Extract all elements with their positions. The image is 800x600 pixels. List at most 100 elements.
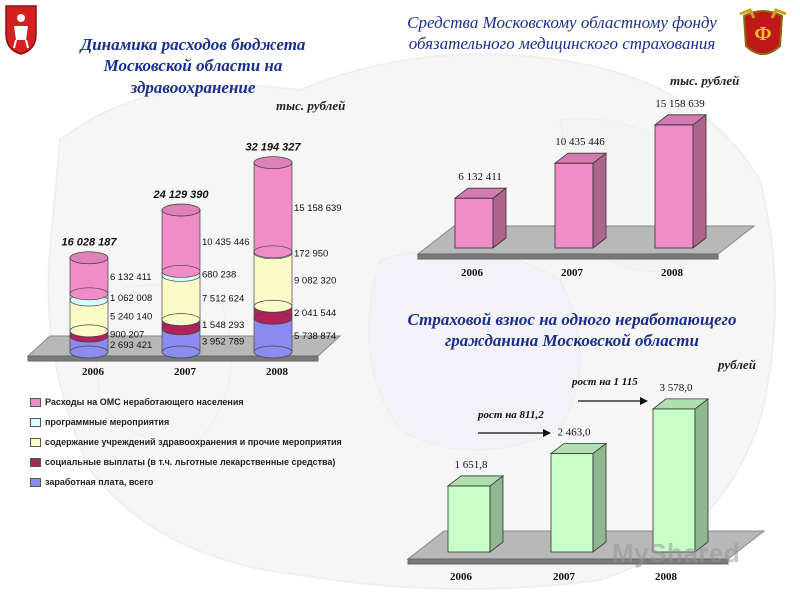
bar-side [592, 442, 607, 553]
segment-value-label: 7 512 624 [202, 294, 244, 305]
bar-top [653, 114, 708, 126]
bar-value-label: 6 132 411 [458, 171, 502, 183]
bar-front [447, 485, 491, 553]
legend-label: Расходы на ОМС неработающего населения [45, 397, 244, 407]
category-label: 2006 [461, 267, 484, 279]
bar-front [550, 453, 594, 553]
legend-label: заработная плата, всего [45, 477, 154, 487]
stack-segment-cap [253, 299, 293, 313]
bar-top [549, 443, 608, 454]
growth-annotation: рост на 811,2 [477, 409, 544, 421]
bar [553, 152, 608, 249]
bar [446, 475, 505, 553]
segment-value-label: 1 548 293 [202, 320, 244, 331]
bar-front [654, 124, 694, 249]
segment-value-label: 10 435 446 [202, 237, 250, 248]
bar-top [446, 475, 505, 487]
bar-value-label: 2 463,0 [558, 426, 592, 438]
legend-item: социальные выплаты (в т.ч. льготные лека… [30, 452, 375, 472]
segment-value-label: 3 952 789 [202, 336, 244, 347]
moscow-oblast-coat-of-arms-icon [5, 5, 37, 55]
bar-side [592, 152, 607, 249]
bar [651, 398, 710, 553]
bar-value-label: 3 578,0 [660, 382, 694, 394]
legend-swatch [30, 397, 41, 407]
legend-swatch [30, 477, 41, 487]
category-label: 2008 [661, 267, 684, 279]
chart-floor-edge [27, 355, 319, 362]
stack-segment [253, 252, 293, 307]
category-label: 2008 [655, 571, 678, 583]
bar-side [692, 114, 707, 249]
bar-top [553, 152, 608, 164]
stack-segment-cap [253, 311, 293, 325]
stack-segment-cap [253, 345, 293, 359]
bar-value-label: 15 158 639 [655, 98, 705, 110]
bar [549, 442, 608, 553]
stack-segment [161, 275, 201, 320]
bar-side [694, 398, 709, 553]
segment-value-label: 2 693 421 [110, 340, 152, 351]
bar-top [453, 187, 508, 199]
top-right-chart-unit-label: тыс. рублей [670, 73, 740, 88]
stack-segment [161, 209, 201, 272]
bar-value-label: 10 435 446 [555, 136, 605, 148]
category-label: 2008 [266, 366, 289, 378]
stack-segment-cap [253, 245, 293, 259]
legend-item: содержание учреждений здравоохранения и … [30, 432, 375, 452]
bar-side [489, 475, 504, 553]
chart-floor-edge [417, 253, 719, 260]
stack-segment-cap [69, 287, 109, 301]
category-label: 2007 [553, 571, 576, 583]
bar [653, 114, 708, 249]
cylinder-top-cap [253, 156, 293, 170]
chart-bottom-right-contribution: 1 651,8 2006 2 463,0 2007 3 578,0 2008 рост на… [406, 376, 766, 583]
bar-top [651, 398, 710, 410]
top-right-chart-title: Средства Московскому областному фонду об… [407, 13, 717, 54]
stack-segment-cap [161, 345, 201, 359]
bar-front [454, 197, 494, 249]
growth-annotation: рост на 1 115 [571, 376, 638, 388]
cylinder-top-cap [69, 251, 109, 265]
chart-top-right-fund: 6 132 411 2006 10 435 446 2007 15 158 639 200… [416, 98, 756, 279]
total-label: 24 129 390 [152, 189, 209, 201]
segment-value-label: 680 238 [202, 269, 236, 280]
segment-value-label: 1 062 008 [110, 293, 152, 304]
bar-value-label: 1 651,8 [455, 459, 489, 471]
legend-item: Расходы на ОМС неработающего населения [30, 392, 375, 412]
category-label: 2007 [174, 366, 197, 378]
stack-segment [253, 162, 293, 253]
bottom-right-chart-unit-label: рублей [718, 357, 756, 372]
bar-front [554, 162, 594, 249]
bottom-right-chart-title: Страховой взнос на одного неработающего … [407, 310, 737, 351]
watermark-text: MyShared [612, 538, 741, 568]
cylinder-top-cap [161, 203, 201, 217]
legend-swatch [30, 437, 41, 447]
left-chart-title: Динамика расходов бюджета Московской обл… [80, 35, 306, 97]
stack-segment-cap [161, 265, 201, 278]
stack-segment-cap [69, 324, 109, 338]
insurance-fund-emblem-icon: Ф [739, 8, 787, 55]
segment-value-label: 172 950 [294, 248, 328, 259]
legend-label: социальные выплаты (в т.ч. льготные лека… [45, 457, 336, 467]
legend-item: программные мероприятия [30, 412, 375, 432]
category-label: 2006 [450, 571, 473, 583]
legend-item: заработная плата, всего [30, 472, 375, 492]
svg-text:Ф: Ф [754, 23, 771, 45]
category-label: 2006 [82, 366, 105, 378]
growth-arrow-head [640, 397, 648, 405]
segment-value-label: 15 158 639 [294, 203, 342, 214]
legend-label: программные мероприятия [45, 417, 170, 427]
legend-swatch [30, 417, 41, 427]
stack-segment-cap [69, 345, 109, 359]
segment-value-label: 6 132 411 [110, 272, 152, 283]
stack-segment-cap [161, 313, 201, 326]
growth-arrow-head [543, 429, 551, 437]
left-chart-legend: Расходы на ОМС неработающего населения п… [30, 392, 375, 492]
left-chart-unit-label: тыс. рублей [276, 98, 346, 113]
segment-value-label: 5 240 140 [110, 311, 152, 322]
segment-value-label: 5 738 874 [294, 331, 336, 342]
legend-label: содержание учреждений здравоохранения и … [45, 437, 342, 447]
category-label: 2007 [561, 267, 584, 279]
